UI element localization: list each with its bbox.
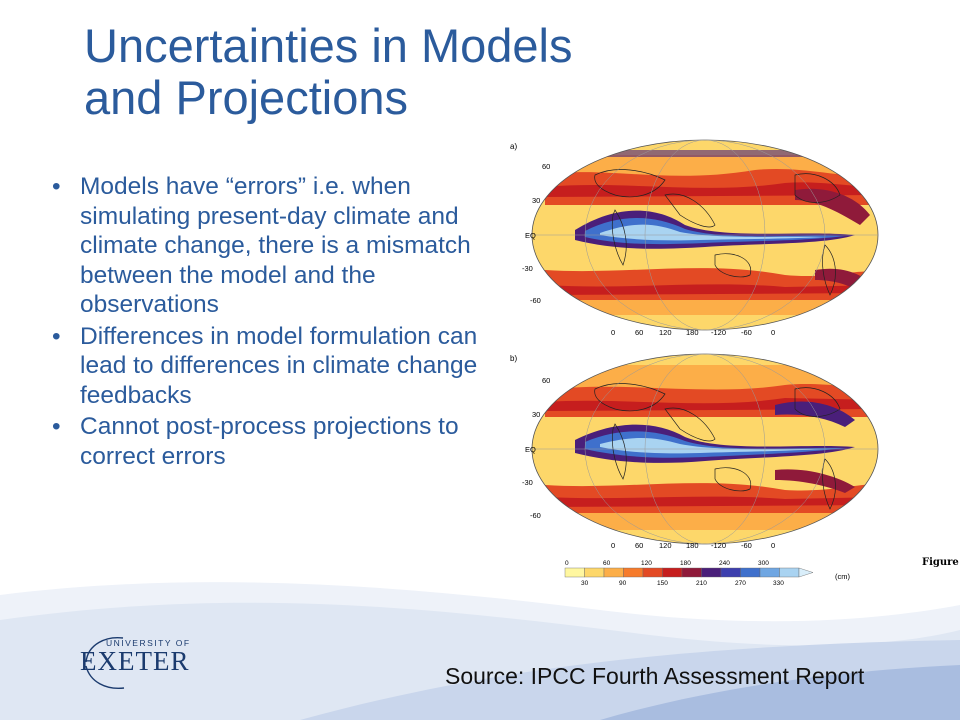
lon-label: 120 bbox=[659, 328, 672, 337]
lon-label: 0 bbox=[611, 541, 615, 550]
colorbar-bottom-label: 90 bbox=[619, 580, 627, 587]
colorbar-bottom-label: 150 bbox=[657, 580, 668, 587]
colorbar-top-label: 300 bbox=[758, 560, 769, 567]
lon-label: -60 bbox=[741, 328, 752, 337]
bullet-list: • Models have “errors” i.e. when simulati… bbox=[52, 172, 502, 473]
colorbar bbox=[564, 567, 814, 578]
bullet-marker: • bbox=[52, 173, 61, 200]
university-logo: UNIVERSITY OF EXETER bbox=[78, 632, 208, 692]
map-panel-b bbox=[532, 354, 878, 544]
bullet-text: Models have “errors” i.e. when simulatin… bbox=[80, 173, 471, 318]
ipcc-map-figure: a) bbox=[505, 135, 960, 590]
lon-label: 60 bbox=[635, 328, 643, 337]
source-citation: Source: IPCC Fourth Assessment Report bbox=[445, 663, 865, 689]
lat-label: EQ bbox=[525, 231, 536, 240]
colorbar-top-label: 180 bbox=[680, 560, 691, 567]
lat-label: 60 bbox=[542, 376, 550, 385]
clipped-figure-caption: Figure bbox=[922, 557, 959, 568]
colorbar-bottom-label: 270 bbox=[735, 580, 746, 587]
colorbar-bottom-label: 330 bbox=[773, 580, 784, 587]
lon-label: -120 bbox=[711, 541, 726, 550]
lon-label: 0 bbox=[771, 541, 775, 550]
colorbar-top-label: 60 bbox=[603, 560, 611, 567]
lon-label: 120 bbox=[659, 541, 672, 550]
lat-label: 60 bbox=[542, 162, 550, 171]
lon-label: 180 bbox=[686, 328, 699, 337]
lon-label: 180 bbox=[686, 541, 699, 550]
lon-label: 60 bbox=[635, 541, 643, 550]
logo-arc-icon bbox=[85, 637, 125, 689]
bullet-item: • Cannot post-process projections to corr… bbox=[52, 412, 502, 471]
title-line-1: Uncertainties in Models bbox=[84, 19, 573, 72]
logo-university-of: UNIVERSITY OF bbox=[106, 638, 191, 648]
lon-label: 0 bbox=[771, 328, 775, 337]
bullet-marker: • bbox=[52, 413, 61, 440]
colorbar-extend-arrow bbox=[798, 567, 814, 578]
lat-label: EQ bbox=[525, 445, 536, 454]
lat-label: 30 bbox=[532, 196, 540, 205]
bullet-text: Differences in model formulation can lea… bbox=[80, 322, 478, 409]
bullet-item: • Models have “errors” i.e. when simulati… bbox=[52, 172, 502, 320]
colorbar-unit: (cm) bbox=[835, 572, 850, 581]
title-line-2: and Projections bbox=[84, 71, 408, 124]
logo-name: EXETER bbox=[80, 646, 190, 676]
bullet-marker: • bbox=[52, 322, 61, 350]
colorbar-top-label: 120 bbox=[641, 560, 652, 567]
lat-label: -30 bbox=[522, 478, 533, 487]
bullet-text: Cannot post-process projections to corre… bbox=[80, 413, 459, 470]
colorbar-bottom-label: 210 bbox=[696, 580, 707, 587]
bullet-item: • Differences in model formulation can le… bbox=[52, 322, 502, 411]
colorbar-top-label: 0 bbox=[565, 560, 569, 567]
lat-label: -60 bbox=[530, 511, 541, 520]
lon-label: -120 bbox=[711, 328, 726, 337]
colorbar-top-label: 240 bbox=[719, 560, 730, 567]
slide-title: Uncertainties in Models and Projections bbox=[84, 20, 724, 124]
footer-wave-decoration bbox=[0, 582, 960, 720]
lat-label: -60 bbox=[530, 296, 541, 305]
panel-b-label: b) bbox=[510, 354, 517, 363]
colorbar-bottom-label: 30 bbox=[581, 580, 589, 587]
lat-label: -30 bbox=[522, 264, 533, 273]
panel-a-label: a) bbox=[510, 142, 517, 151]
lon-label: -60 bbox=[741, 541, 752, 550]
map-figure-svg: a) bbox=[510, 139, 879, 587]
lon-label: 0 bbox=[611, 328, 615, 337]
lat-label: 30 bbox=[532, 410, 540, 419]
